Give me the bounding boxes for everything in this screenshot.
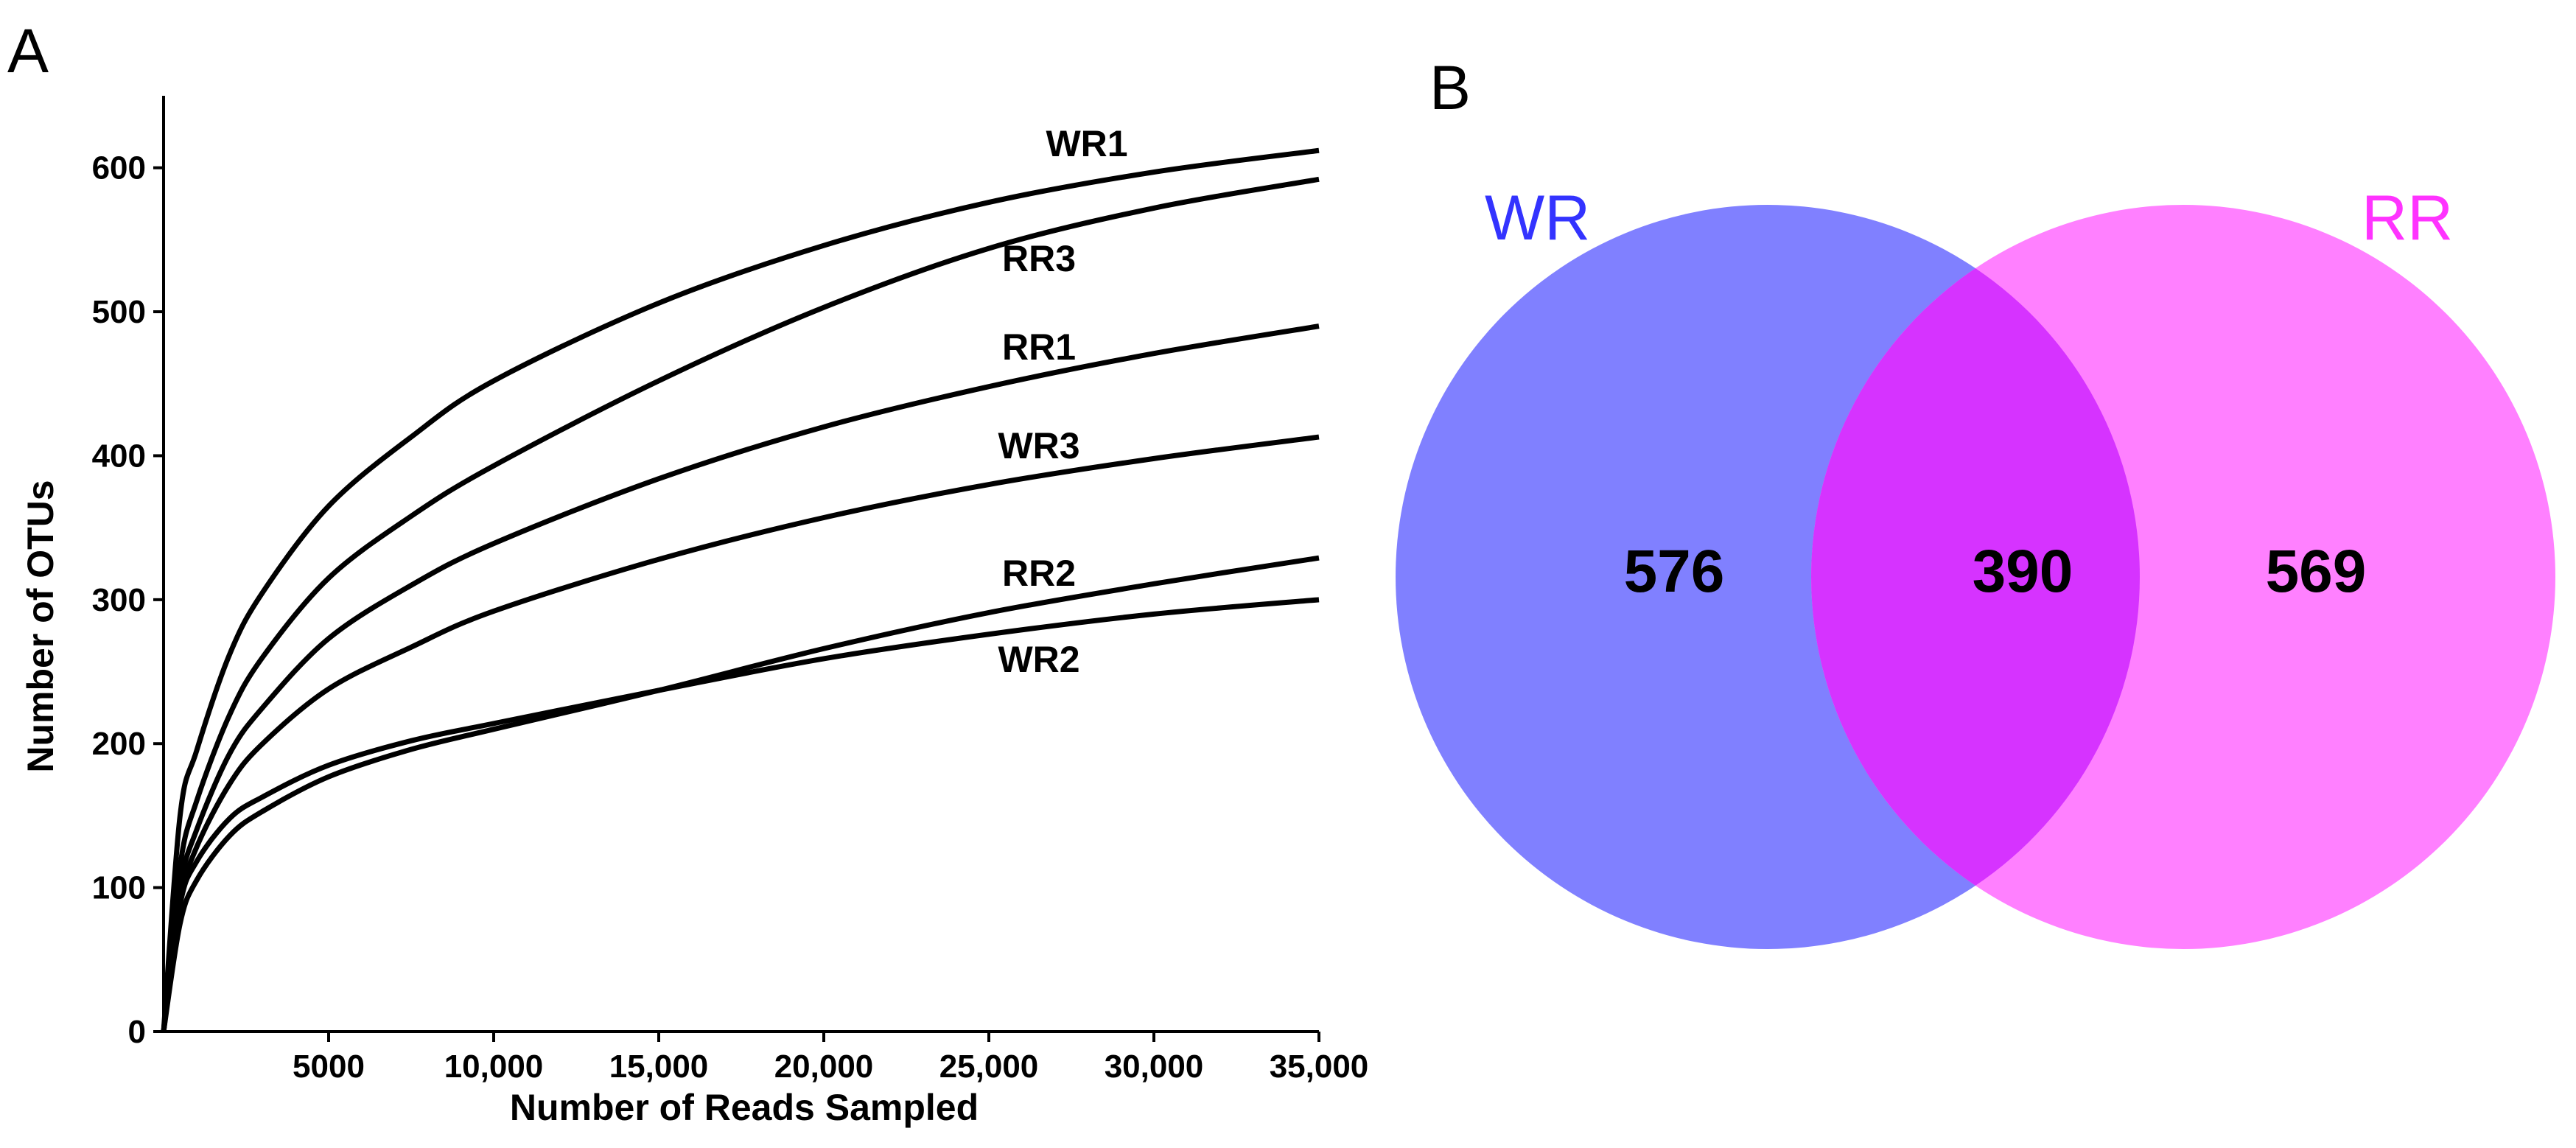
venn-count-rr-only: 569 — [2266, 538, 2367, 605]
curve-rr3 — [161, 176, 1320, 1032]
x-axis-title: Number of Reads Sampled — [510, 1087, 979, 1128]
x-tick-label: 20,000 — [774, 1049, 874, 1085]
rarefaction-chart: 0 100 200 300 400 500 600 5000 10,000 15,000 20,0… — [20, 96, 1368, 1128]
x-axis: 5000 10,000 15,000 20,000 25,000 30,000 35,000 — [164, 1030, 1369, 1085]
venn-diagram: WR RR 576 390 569 — [1396, 183, 2555, 949]
y-tick-label: 500 — [92, 294, 146, 330]
curve-wr3 — [161, 434, 1320, 1032]
venn-label-wr: WR — [1485, 183, 1590, 253]
curve-rr1 — [161, 323, 1320, 1032]
y-tick-label: 400 — [92, 438, 146, 474]
curve-wr1 — [161, 147, 1320, 1032]
x-tick-label: 35,000 — [1270, 1049, 1369, 1085]
curve-rr2 — [161, 555, 1320, 1032]
venn-count-wr-only: 576 — [1624, 538, 1725, 605]
y-tick-label: 300 — [92, 582, 146, 618]
series-label-rr3: RR3 — [1002, 238, 1076, 279]
series-label-wr2: WR2 — [998, 639, 1079, 680]
x-tick-label: 5000 — [293, 1049, 365, 1085]
x-tick-label: 10,000 — [444, 1049, 544, 1085]
x-tick-label: 30,000 — [1105, 1049, 1204, 1085]
curve-wr2 — [161, 597, 1320, 1032]
x-tick-label: 25,000 — [939, 1049, 1039, 1085]
y-axis-title: Number of OTUs — [20, 480, 61, 772]
panel-a-letter: A — [7, 16, 49, 85]
series-label-wr1: WR1 — [1046, 123, 1127, 164]
y-tick-label: 0 — [128, 1014, 146, 1050]
series-label-wr3: WR3 — [998, 425, 1079, 466]
x-tick-label: 15,000 — [609, 1049, 709, 1085]
series-label-rr1: RR1 — [1002, 326, 1076, 368]
panel-b-letter: B — [1429, 53, 1471, 122]
venn-overlap-region — [1811, 268, 2140, 886]
venn-label-rr: RR — [2362, 183, 2453, 253]
y-axis: 0 100 200 300 400 500 600 — [92, 96, 165, 1050]
series-label-rr2: RR2 — [1002, 553, 1076, 594]
venn-count-shared: 390 — [1973, 538, 2073, 605]
y-tick-label: 100 — [92, 870, 146, 906]
y-tick-label: 200 — [92, 726, 146, 762]
rarefaction-curves — [161, 147, 1320, 1032]
series-labels: WR1 RR3 RR1 WR3 RR2 WR2 — [998, 123, 1127, 680]
y-tick-label: 600 — [92, 150, 146, 186]
